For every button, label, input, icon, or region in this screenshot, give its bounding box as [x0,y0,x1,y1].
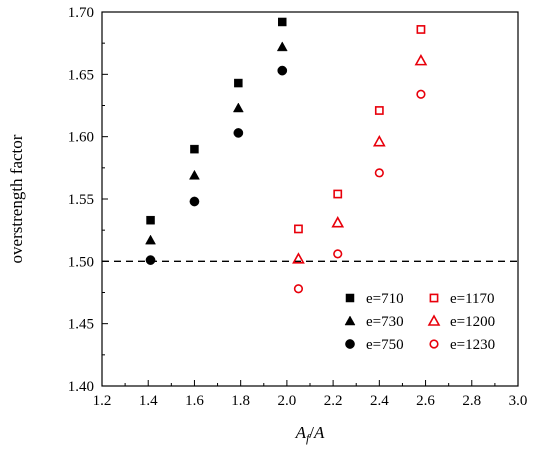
legend-label-e=1230: e=1230 [450,337,495,353]
y-tick-label-1: 1.45 [68,317,94,333]
x-axis-title: Af/A [295,423,325,445]
point-e=1200-1 [331,216,345,228]
legend-marker-e=1170 [429,293,439,303]
point-e=1230-0 [293,284,304,294]
point-e=750-3 [277,65,288,76]
point-e=1200-2 [372,135,386,147]
point-e=1200-3 [414,53,428,66]
legend-label-e=750: e=750 [366,337,404,353]
y-axis: 1.40 1.45 1.50 1.55 1.60 1.65 1.70 [68,5,108,395]
y-tick-label-6: 1.70 [68,5,94,21]
legend-label-e=730: e=730 [366,314,404,330]
point-e=1170-2 [374,106,384,115]
x-axis-title-slash: / [309,423,314,442]
point-e=730-3 [276,41,288,52]
y-tick-label-0: 1.40 [68,379,94,395]
point-e=710-0 [146,215,155,225]
data-points [145,17,428,294]
point-e=730-0 [145,234,156,245]
point-e=1170-3 [416,25,426,34]
x-tick-label-8: 2.8 [462,393,481,409]
x-axis-title-b: A [313,423,325,442]
point-e=750-1 [189,196,200,207]
x-tick-label-1: 1.4 [139,393,158,409]
legend-label-e=1170: e=1170 [450,291,495,307]
x-axis: 1.2 1.4 1.6 1.8 2.0 2.2 2.4 2.6 2.8 3.0 [93,380,528,409]
legend-marker-e=730 [344,315,356,326]
point-e=710-3 [278,17,287,27]
y-tick-label-3: 1.55 [68,192,94,208]
x-tick-label-9: 3.0 [509,393,528,409]
point-e=750-0 [145,255,156,265]
x-tick-label-4: 2.0 [278,393,297,409]
legend-label-e=710: e=710 [366,291,404,307]
legend-marker-e=1200 [427,314,441,326]
point-e=730-2 [232,102,244,113]
y-tick-label-4: 1.60 [68,130,94,146]
x-tick-label-3: 1.8 [231,393,250,409]
x-axis-title-sub-f: f [306,431,311,445]
y-tick-label-5: 1.65 [68,67,94,83]
point-e=1200-0 [292,252,305,264]
y-tick-label-2: 1.50 [68,254,94,270]
point-e=730-1 [189,169,200,180]
point-e=1230-3 [416,89,426,99]
x-tick-label-6: 2.4 [370,393,389,409]
x-tick-label-7: 2.6 [416,393,435,409]
x-tick-label-5: 2.2 [324,393,343,409]
point-e=750-2 [233,128,244,138]
point-e=1170-0 [294,224,303,234]
legend: e=710 e=730 e=750 e=1170 e=1200 e=1230 [344,291,495,353]
x-tick-label-0: 1.2 [93,393,112,409]
legend-marker-e=710 [345,293,355,303]
point-e=1230-1 [333,249,343,259]
legend-marker-e=1230 [429,339,439,349]
legend-label-e=1200: e=1200 [450,314,495,330]
point-e=1170-1 [333,189,343,199]
y-axis-title: overstrength factor [7,134,26,263]
point-e=710-2 [234,78,243,88]
x-axis-title-a: A [295,423,307,442]
point-e=1230-2 [374,168,384,178]
legend-marker-e=750 [345,339,355,349]
x-tick-label-2: 1.6 [185,393,204,409]
point-e=710-1 [190,144,199,154]
